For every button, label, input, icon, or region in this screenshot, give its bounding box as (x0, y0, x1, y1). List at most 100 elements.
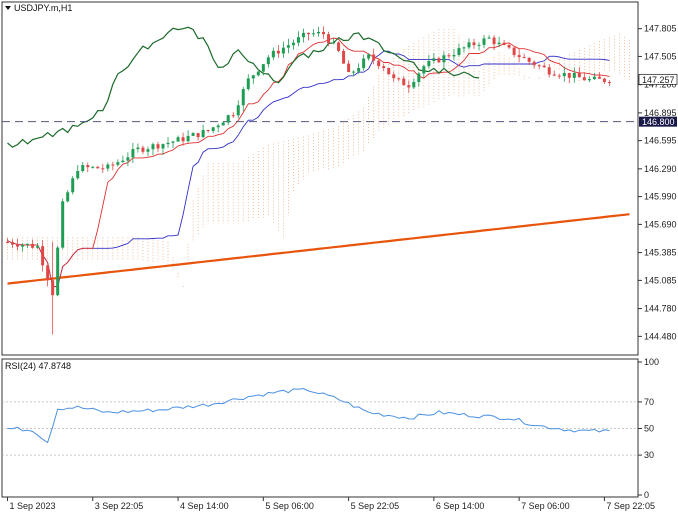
candle (281, 41, 285, 58)
candle (171, 140, 175, 148)
candle (427, 54, 431, 69)
candle (327, 31, 331, 47)
candle (121, 155, 125, 163)
candle (46, 262, 50, 287)
candle (472, 38, 476, 49)
price-tick-label: 147.805 (644, 24, 677, 34)
candle (597, 72, 601, 79)
time-tick-label: 6 Sep 14:00 (436, 501, 485, 511)
ma200-line (7, 213, 630, 285)
candle (111, 161, 115, 171)
price-tick-label: 145.990 (644, 192, 677, 202)
price-tick-label: 144.780 (644, 304, 677, 314)
candle (457, 43, 461, 57)
candle (21, 243, 25, 252)
candle (537, 63, 541, 70)
candle (467, 38, 471, 50)
candle (347, 60, 351, 73)
rsi-panel-frame (1, 358, 639, 498)
candle (447, 52, 451, 59)
rsi-tick-label: 70 (644, 397, 654, 407)
indicator-lines (2, 26, 638, 288)
candle (26, 243, 30, 249)
candle (311, 29, 315, 37)
candle (367, 53, 371, 61)
candle (332, 38, 336, 45)
hline-price-label: 146.800 (642, 117, 675, 127)
candle (342, 48, 346, 64)
candle (216, 123, 220, 133)
candle (587, 76, 591, 83)
candle (66, 190, 70, 203)
time-tick-label: 4 Sep 14:00 (180, 501, 229, 511)
candle (196, 132, 200, 141)
candle (452, 49, 456, 61)
candle (186, 130, 190, 143)
candle (266, 54, 270, 68)
candle (377, 59, 381, 70)
candle (527, 56, 531, 65)
candle (11, 239, 15, 248)
candle (492, 35, 496, 51)
candle (572, 67, 576, 83)
candle (181, 132, 185, 146)
candle (317, 26, 320, 37)
time-tick-label: 7 Sep 06:00 (521, 501, 570, 511)
candle (251, 74, 255, 85)
candle (191, 132, 195, 137)
price-tick-label: 146.895 (644, 108, 677, 118)
candle (31, 239, 35, 249)
kijun-line (7, 50, 610, 287)
candle (286, 38, 290, 54)
time-tick-label: 5 Sep 22:05 (351, 501, 400, 511)
hline-price-box (639, 116, 677, 127)
candle (552, 70, 556, 77)
candle (482, 35, 486, 49)
price-tick-label: 146.290 (644, 164, 677, 174)
symbol-title: USDJPY.m,H1 (14, 3, 72, 13)
candle (61, 198, 65, 250)
candle (261, 63, 265, 76)
candle (607, 80, 611, 86)
candle (231, 112, 235, 118)
candle (76, 165, 80, 180)
candle (387, 67, 391, 75)
candle (176, 135, 180, 142)
candle (156, 141, 160, 153)
candle (582, 73, 586, 81)
candle (41, 240, 45, 272)
candle (246, 74, 250, 91)
candle (201, 124, 205, 139)
candle (602, 77, 606, 85)
candle (567, 72, 571, 84)
price-tick-label: 145.690 (644, 219, 677, 229)
candle (352, 70, 356, 77)
candle (502, 39, 506, 46)
candle (141, 145, 145, 155)
candle (51, 241, 55, 335)
candle (6, 238, 10, 243)
price-tick-label: 147.505 (644, 51, 677, 61)
rsi-indicator (2, 387, 638, 456)
candle (106, 162, 110, 172)
candle (412, 78, 416, 90)
candle (101, 163, 105, 173)
candle (442, 51, 446, 69)
rsi-line (7, 387, 610, 444)
current-price-box (638, 73, 678, 85)
dropdown-triangle-icon[interactable] (5, 6, 11, 10)
candle (306, 32, 310, 41)
candle (542, 62, 546, 68)
candle (562, 66, 566, 82)
candle (91, 165, 95, 169)
candle (221, 121, 225, 126)
rsi-tick-label: 100 (644, 357, 659, 367)
candle (16, 238, 20, 251)
candle (86, 162, 90, 173)
price-tick-label: 145.085 (644, 275, 677, 285)
candle (487, 35, 491, 40)
candle (372, 48, 376, 65)
candle (437, 56, 441, 64)
candle (422, 64, 426, 78)
